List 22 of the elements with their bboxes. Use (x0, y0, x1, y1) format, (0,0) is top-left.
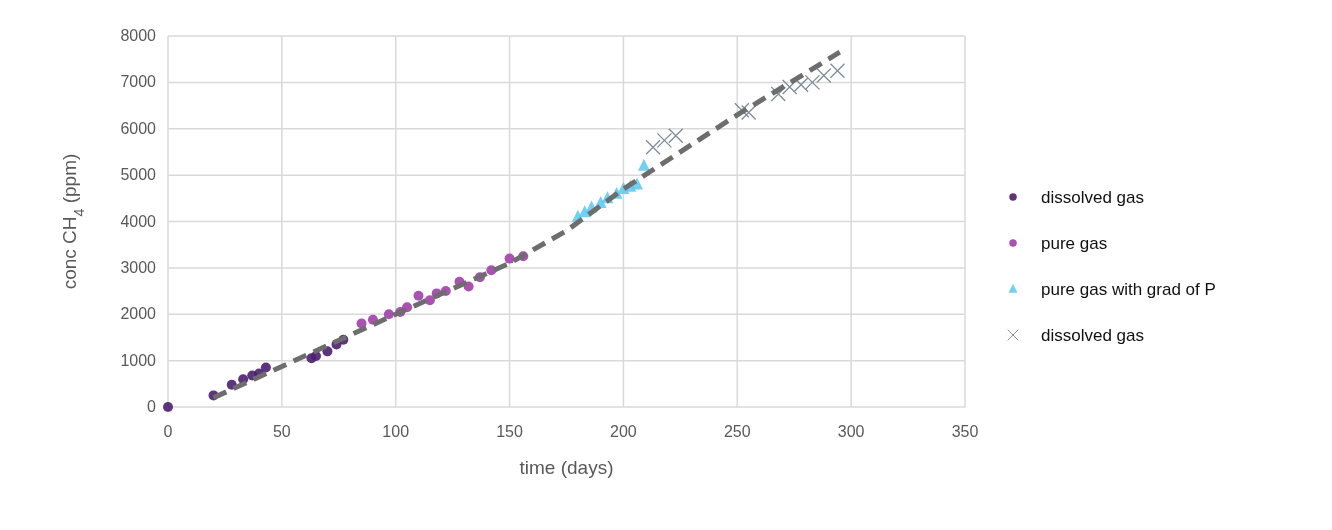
y-tick-label: 6000 (120, 119, 157, 137)
x-tick-label: 350 (951, 423, 979, 440)
x-tick-label: 100 (382, 423, 410, 440)
y-tick-label: 1000 (120, 351, 157, 369)
y-tick-label: 0 (147, 398, 157, 415)
legend-label: pure gas (1041, 234, 1108, 253)
y-tick-label: 8000 (120, 27, 157, 44)
legend-label: dissolved gas (1041, 326, 1145, 345)
legend-label: pure gas with grad of P (1041, 280, 1216, 299)
x-tick-label: 300 (837, 423, 865, 440)
y-tick-label: 5000 (120, 166, 157, 184)
x-tick-label: 150 (496, 423, 524, 440)
x-axis-title: time (days) (519, 457, 614, 478)
x-tick-label: 200 (610, 423, 637, 440)
x-tick-label: 250 (723, 423, 751, 440)
legend-label: dissolved gas (1041, 188, 1145, 207)
x-tick-label: 0 (163, 423, 173, 440)
y-tick-label: 4000 (120, 212, 157, 230)
x-tick-label: 50 (272, 423, 291, 440)
y-tick-label: 3000 (120, 258, 157, 276)
y-tick-label: 2000 (120, 305, 157, 323)
y-tick-label: 7000 (120, 73, 157, 91)
